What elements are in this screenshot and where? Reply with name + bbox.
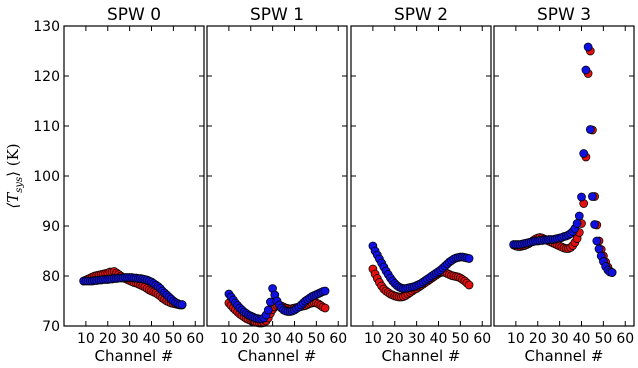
x-tick-label: 30 (121, 331, 139, 347)
data-point (588, 192, 597, 201)
data-point (592, 236, 602, 246)
x-tick-label: 60 (329, 331, 347, 347)
x-tick-label: 20 (242, 331, 260, 347)
series-blue (368, 241, 474, 293)
panel-1: 10 20 30 40 50 60 SPW 1 Channel # (206, 5, 348, 365)
data-point (585, 125, 595, 134)
panel-frame (206, 25, 348, 327)
y-tick-label: 130 (33, 19, 60, 35)
x-tick-label: 50 (164, 331, 182, 347)
x-tick-label: 50 (451, 331, 469, 347)
x-axis-label: Channel # (382, 347, 461, 365)
y-axis-label-unit: ⟩ (K) (4, 143, 22, 177)
data-point (581, 65, 591, 75)
y-tick-label: 120 (33, 69, 60, 85)
x-tick-label: 40 (430, 331, 448, 347)
y-axis-label: ⟨Tsys⟩ (K) (4, 143, 25, 208)
x-tick-label: 40 (286, 331, 304, 347)
panel-2: 10 20 30 40 50 60 SPW 2 Channel # (350, 5, 492, 365)
x-tick-label: 20 (99, 331, 117, 347)
x-tick-label: 20 (529, 331, 547, 347)
panel-title: SPW 2 (394, 5, 448, 25)
x-tick-label: 40 (573, 331, 591, 347)
y-axis-label-subscript: sys (14, 177, 25, 193)
data-point (607, 268, 617, 277)
data-point (320, 286, 330, 296)
x-tick-label: 40 (143, 331, 161, 347)
data-point (464, 280, 474, 290)
x-tick-label: 10 (507, 331, 525, 347)
x-tick-label: 10 (77, 331, 95, 347)
x-tick-label: 50 (307, 331, 325, 347)
y-tick-label: 70 (42, 319, 60, 335)
series-blue (224, 284, 330, 324)
data-point (583, 42, 593, 52)
data-point (464, 254, 474, 263)
x-tick-label: 50 (594, 331, 612, 347)
x-tick-label: 60 (473, 331, 491, 347)
x-tick-label: 30 (551, 331, 569, 347)
x-axis-label: Channel # (238, 347, 317, 365)
x-tick-label: 60 (616, 331, 634, 347)
data-point (320, 303, 330, 313)
data-point (579, 149, 589, 158)
data-point (263, 305, 273, 315)
x-tick-label: 10 (220, 331, 238, 347)
panel-title: SPW 1 (250, 5, 304, 25)
data-point (590, 220, 599, 229)
panel-0: 10 20 30 40 50 60 70 80 90 100 110 120 130 SPW 0 Chann… (33, 5, 205, 365)
data-point (574, 211, 584, 221)
series-blue (79, 273, 187, 309)
series-blue (509, 42, 617, 277)
data-point (572, 219, 582, 228)
y-axis-label-symbol: ⟨T (4, 192, 22, 209)
y-tick-label: 110 (33, 119, 60, 135)
x-axis-label: Channel # (525, 347, 604, 365)
x-tick-label: 20 (386, 331, 404, 347)
panel-3: 10 20 30 40 50 60 SPW 3 Channel # (493, 5, 635, 365)
x-tick-label: 30 (264, 331, 282, 347)
data-point (577, 192, 586, 202)
panel-frame (493, 25, 635, 327)
x-tick-label: 10 (364, 331, 382, 347)
x-tick-label: 30 (408, 331, 426, 347)
data-point (177, 300, 187, 309)
panel-title: SPW 3 (537, 5, 591, 25)
x-tick-label: 60 (186, 331, 204, 347)
x-axis-label: Channel # (95, 347, 174, 365)
y-tick-label: 100 (33, 169, 60, 185)
panel-title: SPW 0 (107, 5, 161, 25)
y-tick-label: 90 (42, 219, 60, 235)
y-tick-label: 80 (42, 269, 60, 285)
